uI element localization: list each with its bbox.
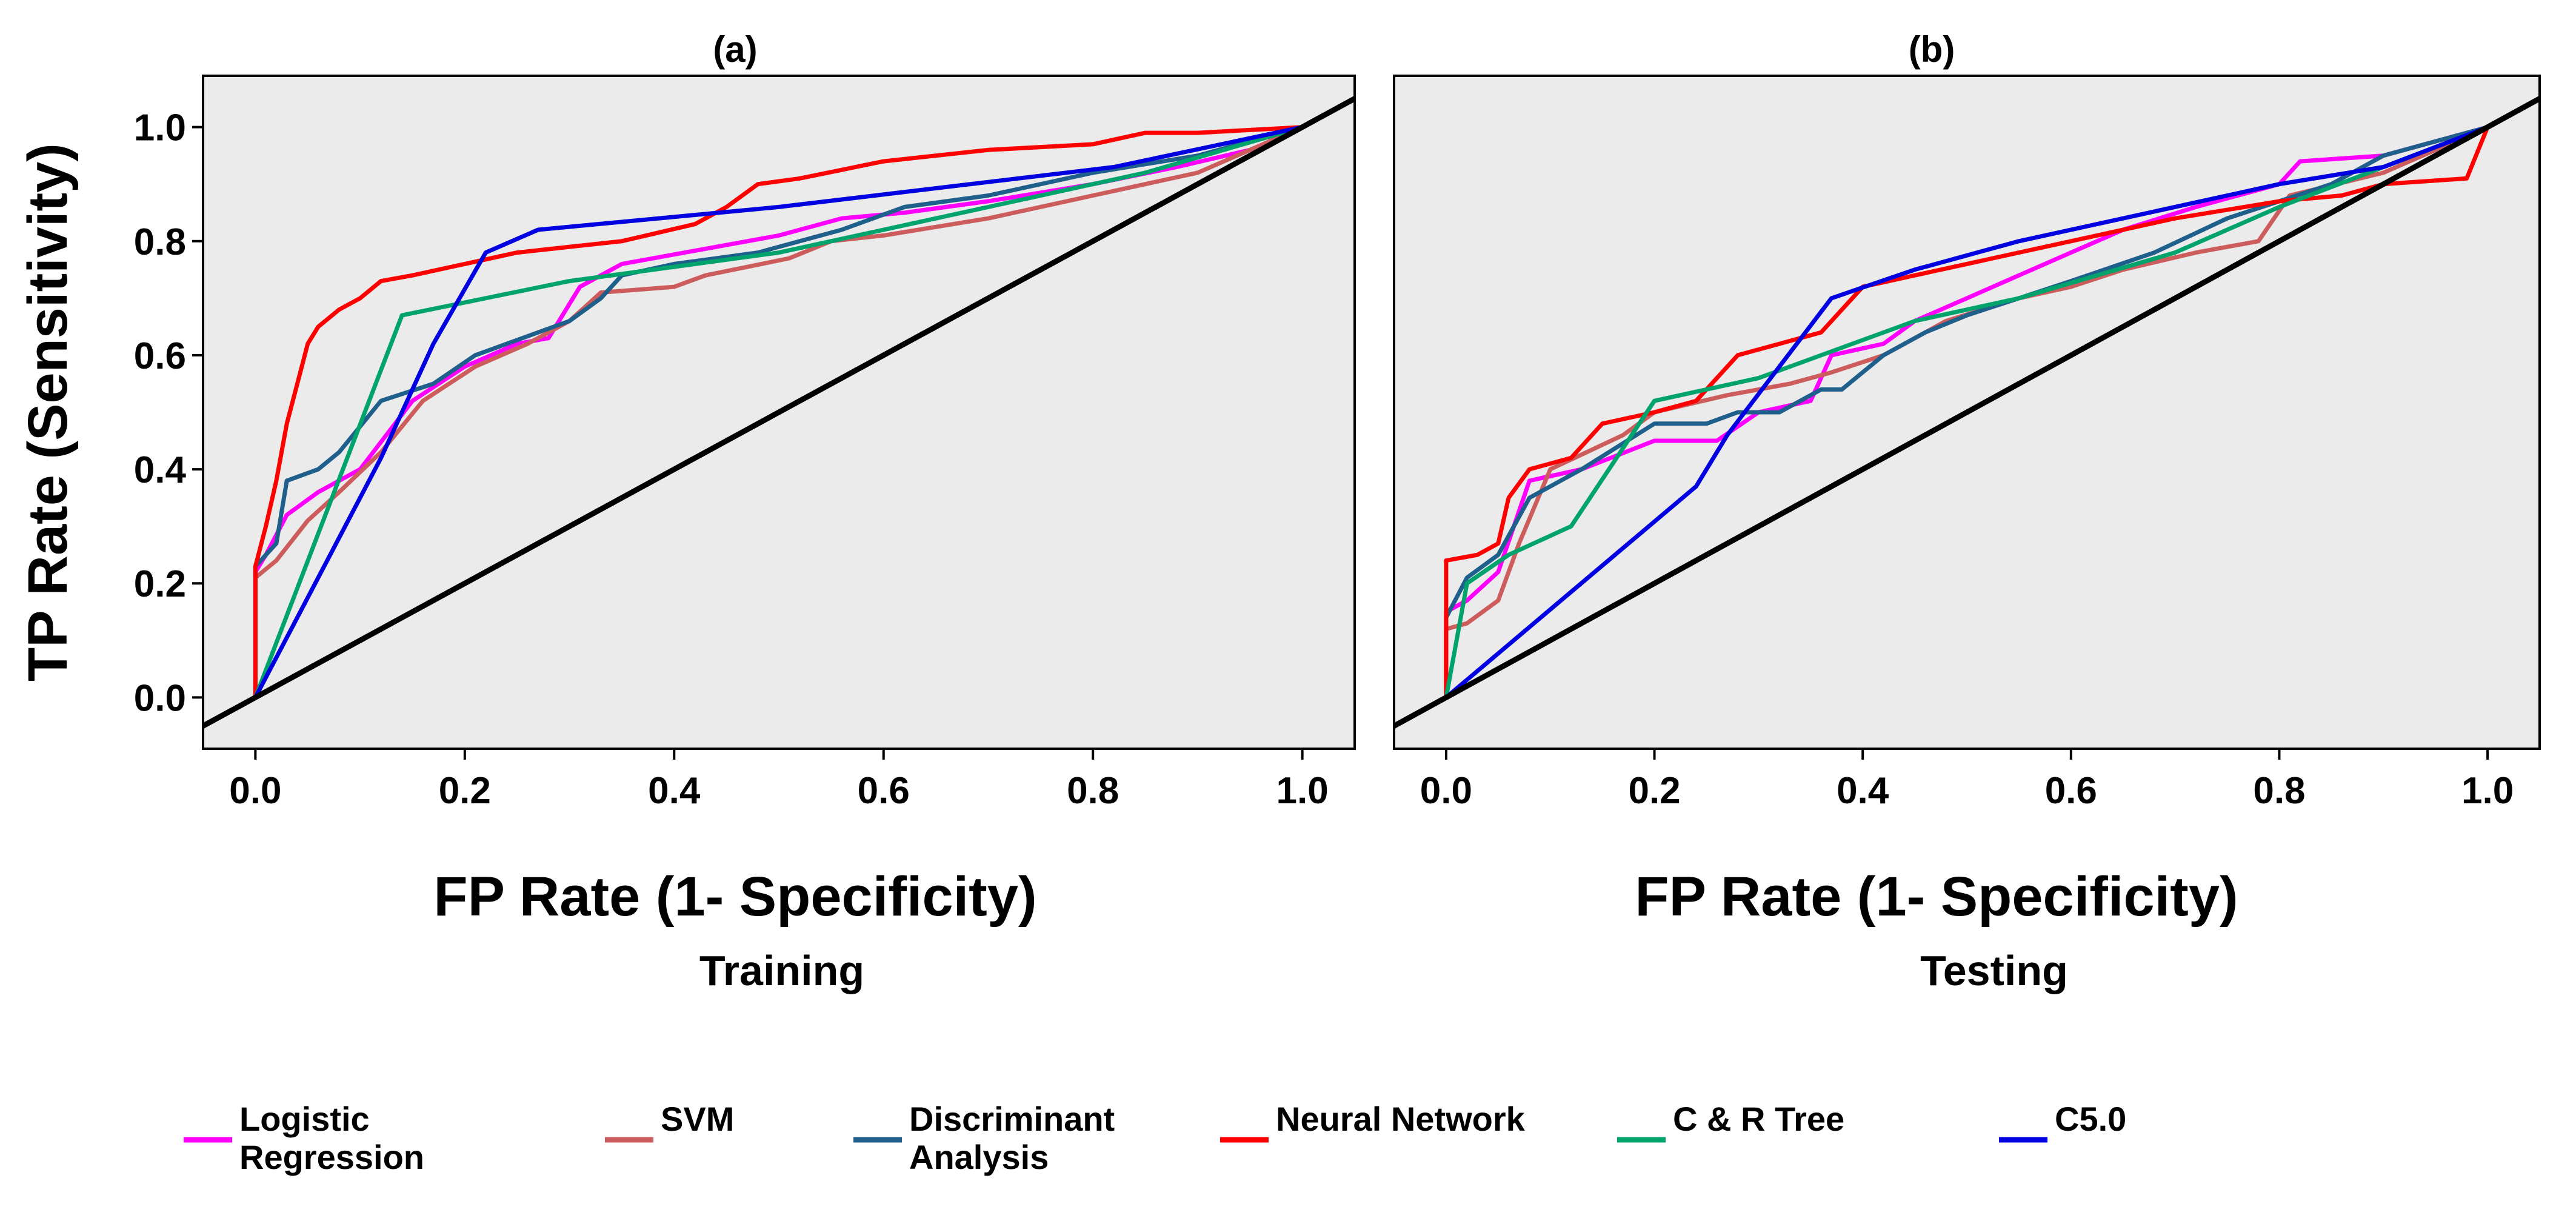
testing-panel: (b) 0.0 0.2 0.4 0.6 0.8 1.0 FP Rate (1- Speci… — [1393, 29, 2541, 994]
panel-a-subtitle: Training — [699, 947, 864, 994]
panel-b-series — [1394, 96, 2540, 729]
legend-label-line2: Analysis — [909, 1138, 1049, 1176]
panel-a-x-axis-label: FP Rate (1- Specificity) — [433, 866, 1036, 928]
x-tick-label: 0.0 — [1420, 770, 1472, 812]
x-tick-label: 0.0 — [229, 770, 281, 812]
x-tick-label: 0.2 — [439, 770, 491, 812]
legend-item: SVM — [605, 1100, 734, 1143]
series-line-neural-network — [253, 125, 1303, 698]
panel-a-series — [203, 96, 1355, 729]
series-line-reference — [1394, 96, 2540, 729]
x-tick-label: 0.8 — [2253, 770, 2305, 812]
series-line-discriminant-analysis — [1444, 125, 2489, 698]
y-tick-label: 0.4 — [134, 449, 187, 491]
x-tick-label: 0.8 — [1067, 770, 1119, 812]
legend-label-line2: Regression — [239, 1138, 424, 1176]
legend-label: Logistic — [239, 1100, 370, 1138]
y-tick-label: 1.0 — [134, 107, 186, 149]
legend-item: C5.0 — [1999, 1100, 2126, 1143]
panel-a-y-ticks: 0.0 0.2 0.4 0.6 0.8 1.0 — [134, 107, 203, 719]
series-line-c5-0 — [253, 125, 1303, 698]
x-tick-label: 0.6 — [858, 770, 910, 812]
series-line-c-r-tree — [253, 125, 1303, 698]
y-tick-label: 0.8 — [134, 221, 186, 263]
legend-label: SVM — [661, 1100, 734, 1138]
x-tick-label: 0.4 — [1837, 770, 1889, 812]
x-tick-label: 1.0 — [2461, 770, 2514, 812]
series-line-c-r-tree — [1444, 125, 2489, 698]
y-tick-label: 0.0 — [134, 677, 186, 719]
panel-b-x-ticks: 0.0 0.2 0.4 0.6 0.8 1.0 — [1420, 749, 2514, 812]
legend-item: Neural Network — [1220, 1100, 1526, 1143]
legend-label: Neural Network — [1276, 1100, 1526, 1138]
legend-label: C5.0 — [2055, 1100, 2126, 1138]
training-panel: (a) 0.0 0.2 0.4 0.6 0.8 1.0 0.0 0.2 0.4 0.6 0.8 1.… — [17, 29, 1356, 994]
panel-b-title: (b) — [1909, 29, 1955, 70]
legend-label: C & R Tree — [1673, 1100, 1844, 1138]
y-tick-label: 0.2 — [134, 563, 186, 605]
x-tick-label: 0.2 — [1628, 770, 1680, 812]
series-line-c5-0 — [1444, 125, 2489, 699]
series-line-reference — [203, 96, 1355, 729]
y-tick-label: 0.6 — [134, 335, 186, 377]
series-line-svm — [1444, 125, 2489, 698]
legend-item: C & R Tree — [1617, 1100, 1844, 1143]
legend-label: Discriminant — [909, 1100, 1115, 1138]
x-tick-label: 0.4 — [648, 770, 701, 812]
x-tick-label: 0.6 — [2045, 770, 2097, 812]
series-line-discriminant-analysis — [253, 125, 1303, 698]
panel-a-title: (a) — [713, 29, 757, 70]
series-line-svm — [253, 125, 1303, 698]
panel-a-x-ticks: 0.0 0.2 0.4 0.6 0.8 1.0 — [229, 749, 1329, 812]
panel-a-y-axis-label: TP Rate (Sensitivity) — [17, 143, 79, 681]
panel-b-x-axis-label: FP Rate (1- Specificity) — [1635, 866, 2238, 928]
panel-b-subtitle: Testing — [1920, 947, 2068, 994]
x-tick-label: 1.0 — [1276, 770, 1329, 812]
